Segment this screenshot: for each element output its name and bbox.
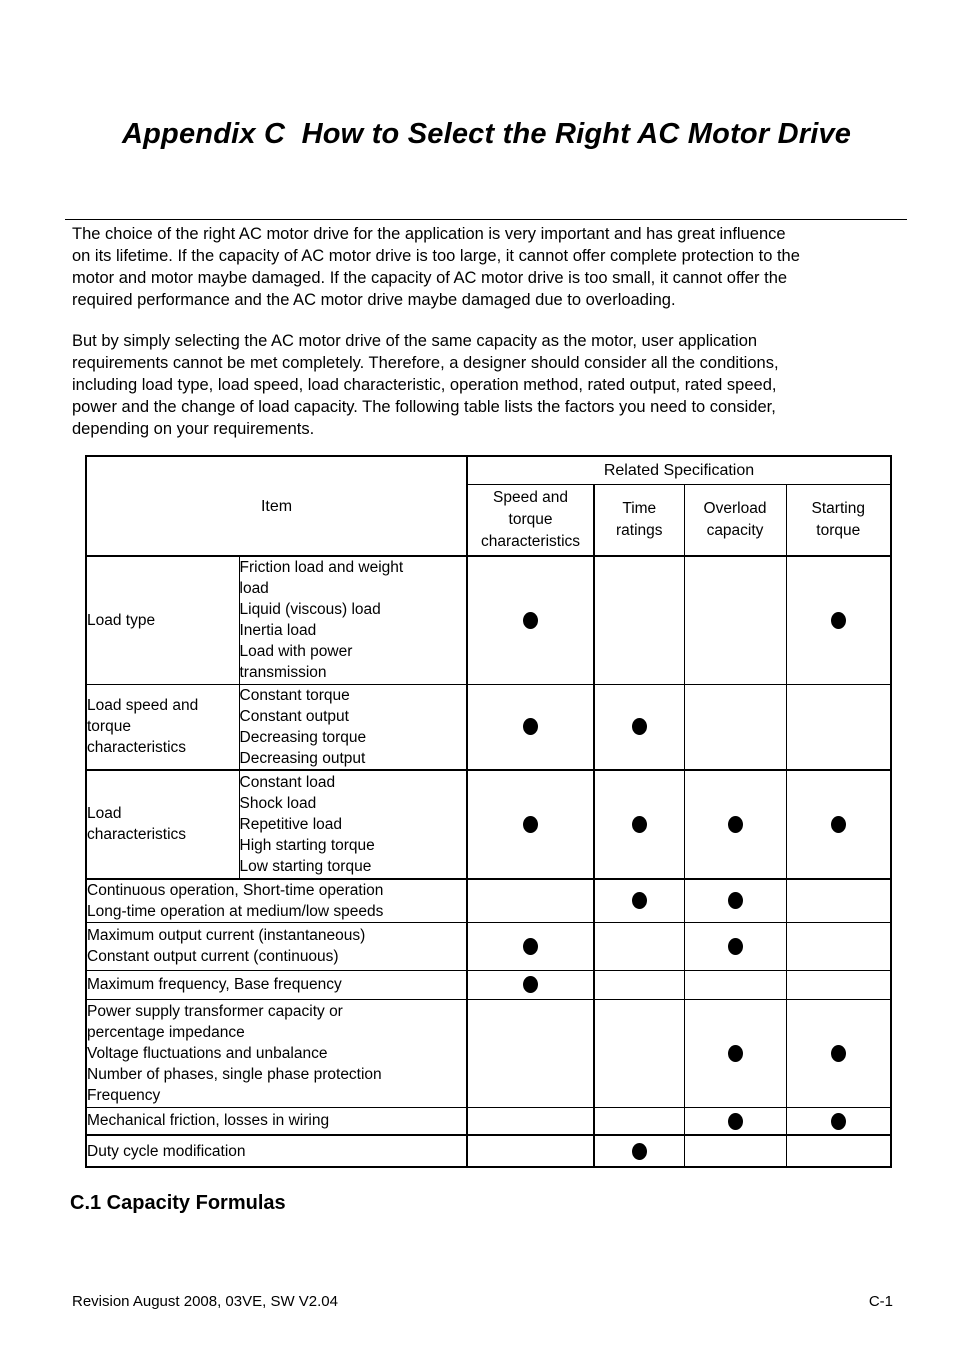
table-row: Maximum output current (instantaneous) C… — [85, 921, 892, 971]
mark-dot — [727, 1112, 743, 1130]
page-title: Appendix C How to Select the Right AC Mo… — [122, 118, 852, 150]
mark-dot — [727, 1044, 743, 1062]
item-cell: Mechanical friction, losses in wiring — [85, 1106, 468, 1136]
spec-mark-cell — [593, 998, 685, 1108]
horizontal-rule — [65, 219, 907, 220]
spec-mark-cell — [785, 1106, 892, 1136]
item-cell: Maximum frequency, Base frequency — [85, 969, 468, 1000]
table-header-row-1: Item Related Specification — [85, 455, 892, 557]
mark-dot — [727, 892, 743, 910]
item-cell: Duty cycle modification — [85, 1134, 468, 1168]
intro-paragraph-2: But by simply selecting the AC motor dri… — [72, 332, 779, 438]
spec-mark-cell — [683, 555, 787, 685]
spec-mark-cell — [466, 998, 595, 1108]
header-time-ratings: Time ratings — [593, 483, 685, 557]
mark-dot — [523, 815, 538, 833]
spec-mark-cell — [683, 1106, 787, 1136]
spec-mark-cell — [593, 683, 685, 770]
spec-mark-cell — [785, 683, 892, 770]
table-row: Load characteristics Constant load Shock… — [85, 768, 892, 879]
header-speed-torque: Speed and torque characteristics — [466, 483, 595, 557]
spec-mark-cell — [593, 969, 685, 1000]
mark-dot — [830, 1112, 846, 1130]
table-row: Load speed and torque characteristics Co… — [85, 683, 892, 770]
details-cell: Constant torque Constant output Decreasi… — [238, 683, 468, 770]
spec-mark-cell — [785, 921, 892, 971]
spec-mark-cell — [683, 877, 787, 923]
spec-mark-cell — [785, 1134, 892, 1168]
category-cell: Load type — [85, 555, 240, 685]
item-cell: Maximum output current (instantaneous) C… — [85, 921, 468, 971]
category-cell: Load speed and torque characteristics — [85, 683, 240, 770]
spec-mark-cell — [785, 998, 892, 1108]
page-footer: Revision August 2008, 03VE, SW V2.04 C-1 — [72, 1293, 893, 1310]
intro-paragraph-1: The choice of the right AC motor drive f… — [72, 225, 800, 309]
details-cell: Friction load and weight load Liquid (vi… — [238, 555, 468, 685]
header-overload-capacity: Overload capacity — [683, 483, 787, 557]
spec-mark-cell — [683, 768, 787, 879]
mark-dot — [523, 612, 538, 630]
header-related-specification: Related Specification — [466, 455, 892, 485]
spec-mark-cell — [593, 555, 685, 685]
header-item: Item — [85, 455, 468, 557]
spec-mark-cell — [466, 683, 595, 770]
table-row: Duty cycle modification — [85, 1134, 892, 1168]
spec-mark-cell — [466, 877, 595, 923]
mark-dot — [727, 937, 743, 955]
details-cell: Constant load Shock load Repetitive load… — [238, 768, 468, 879]
header-starting-torque: Starting torque — [785, 483, 892, 557]
spec-mark-cell — [466, 1106, 595, 1136]
spec-mark-cell — [683, 998, 787, 1108]
table-row: Mechanical friction, losses in wiring — [85, 1106, 892, 1136]
table-row: Continuous operation, Short-time operati… — [85, 877, 892, 923]
spec-mark-cell — [593, 1134, 685, 1168]
footer-page-number: C-1 — [868, 1293, 893, 1310]
spec-mark-cell — [785, 768, 892, 879]
mark-dot — [631, 1142, 647, 1160]
spec-mark-cell — [466, 555, 595, 685]
mark-dot — [830, 1044, 846, 1062]
spec-mark-cell — [683, 921, 787, 971]
mark-dot — [631, 815, 647, 833]
spec-mark-cell — [593, 877, 685, 923]
spec-mark-cell — [785, 555, 892, 685]
table-row: Maximum frequency, Base frequency — [85, 969, 892, 1000]
category-cell: Load characteristics — [85, 768, 240, 879]
spec-mark-cell — [593, 768, 685, 879]
mark-dot — [830, 815, 846, 833]
spec-mark-cell — [593, 921, 685, 971]
mark-dot — [523, 937, 538, 955]
spec-mark-cell — [785, 877, 892, 923]
item-cell: Power supply transformer capacity or per… — [85, 998, 468, 1108]
spec-mark-cell — [683, 683, 787, 770]
mark-dot — [523, 718, 538, 736]
footer-revision-text: Revision August 2008, 03VE, SW V2.04 — [72, 1293, 338, 1310]
table-header-row-2: Speed and torque characteristics Time ra… — [86, 483, 892, 557]
table-row: Load type Friction load and weight load … — [85, 555, 892, 685]
spec-mark-cell — [785, 969, 892, 1000]
mark-dot — [631, 892, 647, 910]
spec-mark-cell — [466, 969, 595, 1000]
mark-dot — [631, 718, 647, 736]
spec-mark-cell — [466, 921, 595, 971]
section-heading: C.1 Capacity Formulas — [70, 1192, 286, 1214]
spec-mark-cell — [683, 969, 787, 1000]
spec-mark-cell — [466, 1134, 595, 1168]
table-row: Power supply transformer capacity or per… — [85, 998, 892, 1108]
spec-mark-cell — [466, 768, 595, 879]
mark-dot — [727, 815, 743, 833]
spec-mark-cell — [593, 1106, 685, 1136]
factor-selection-table: Item Related Specification Speed and tor… — [85, 455, 892, 1168]
mark-dot — [830, 612, 846, 630]
spec-mark-cell — [683, 1134, 787, 1168]
mark-dot — [523, 976, 538, 994]
item-cell: Continuous operation, Short-time operati… — [85, 877, 468, 923]
